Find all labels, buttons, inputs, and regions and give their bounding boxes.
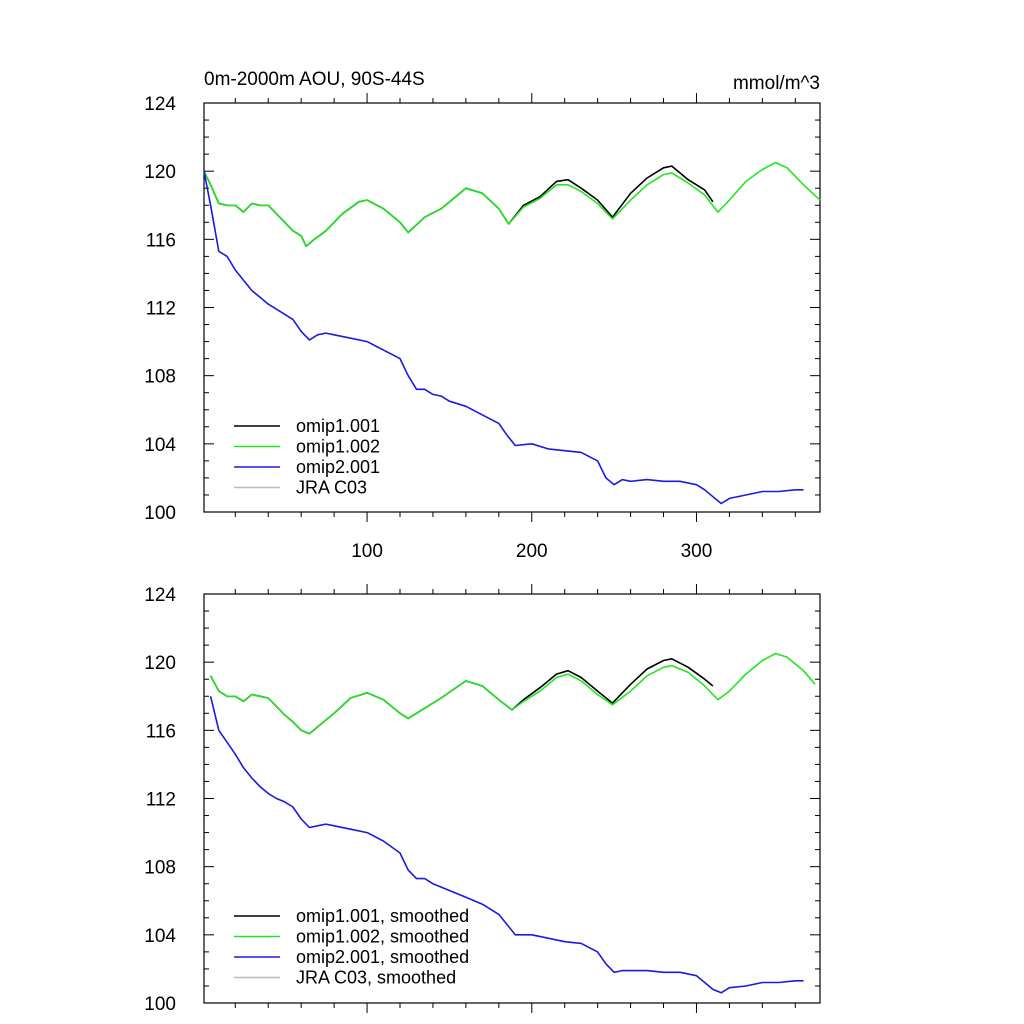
legend-label: omip1.002, smoothed <box>296 927 469 947</box>
legend-label: omip1.001, smoothed <box>296 906 469 926</box>
y-tick-label: 104 <box>144 926 176 947</box>
units-label: mmol/m^3 <box>733 73 820 94</box>
y-tick-label: 124 <box>144 94 176 115</box>
legend-label: JRA C03, smoothed <box>296 968 456 988</box>
series-line-3 <box>203 171 804 505</box>
legend-label: omip1.002 <box>296 437 380 457</box>
y-tick-label: 120 <box>144 162 176 183</box>
legend-label: omip1.001 <box>296 416 380 436</box>
y-tick-label: 108 <box>144 367 176 388</box>
y-tick-label: 112 <box>146 790 176 811</box>
chart-title: 0m-2000m AOU, 90S-44S <box>204 69 425 90</box>
y-tick-label: 108 <box>144 858 176 879</box>
series-line-2 <box>203 161 821 247</box>
y-tick-label: 104 <box>144 435 176 456</box>
y-tick-label: 116 <box>146 721 176 742</box>
legend-label: omip2.001, smoothed <box>296 947 469 967</box>
x-tick-label: 100 <box>351 541 383 562</box>
x-tick-label: 200 <box>516 541 548 562</box>
y-tick-label: 112 <box>146 299 176 320</box>
chart-top-panel: 100 104 108 112 116 120 124 100 200 300 0m-2000m A… <box>144 69 821 562</box>
y-tick-label: 120 <box>144 653 176 674</box>
y-tick-label: 100 <box>144 994 176 1015</box>
series-line-1 <box>203 165 714 247</box>
y-tick-label: 124 <box>144 585 176 606</box>
y-tick-label: 100 <box>144 503 176 524</box>
legend-label: JRA C03 <box>296 478 367 498</box>
y-tick-label: 116 <box>146 230 176 251</box>
chart-bottom-panel: 100 104 108 112 116 120 124 omip1.001, smoothed… <box>144 584 821 1015</box>
series-line-3 <box>209 696 804 994</box>
legend-label: omip2.001 <box>296 457 380 477</box>
x-tick-label: 300 <box>681 541 713 562</box>
series-line-2 <box>209 652 816 735</box>
series-line-1 <box>209 657 714 735</box>
